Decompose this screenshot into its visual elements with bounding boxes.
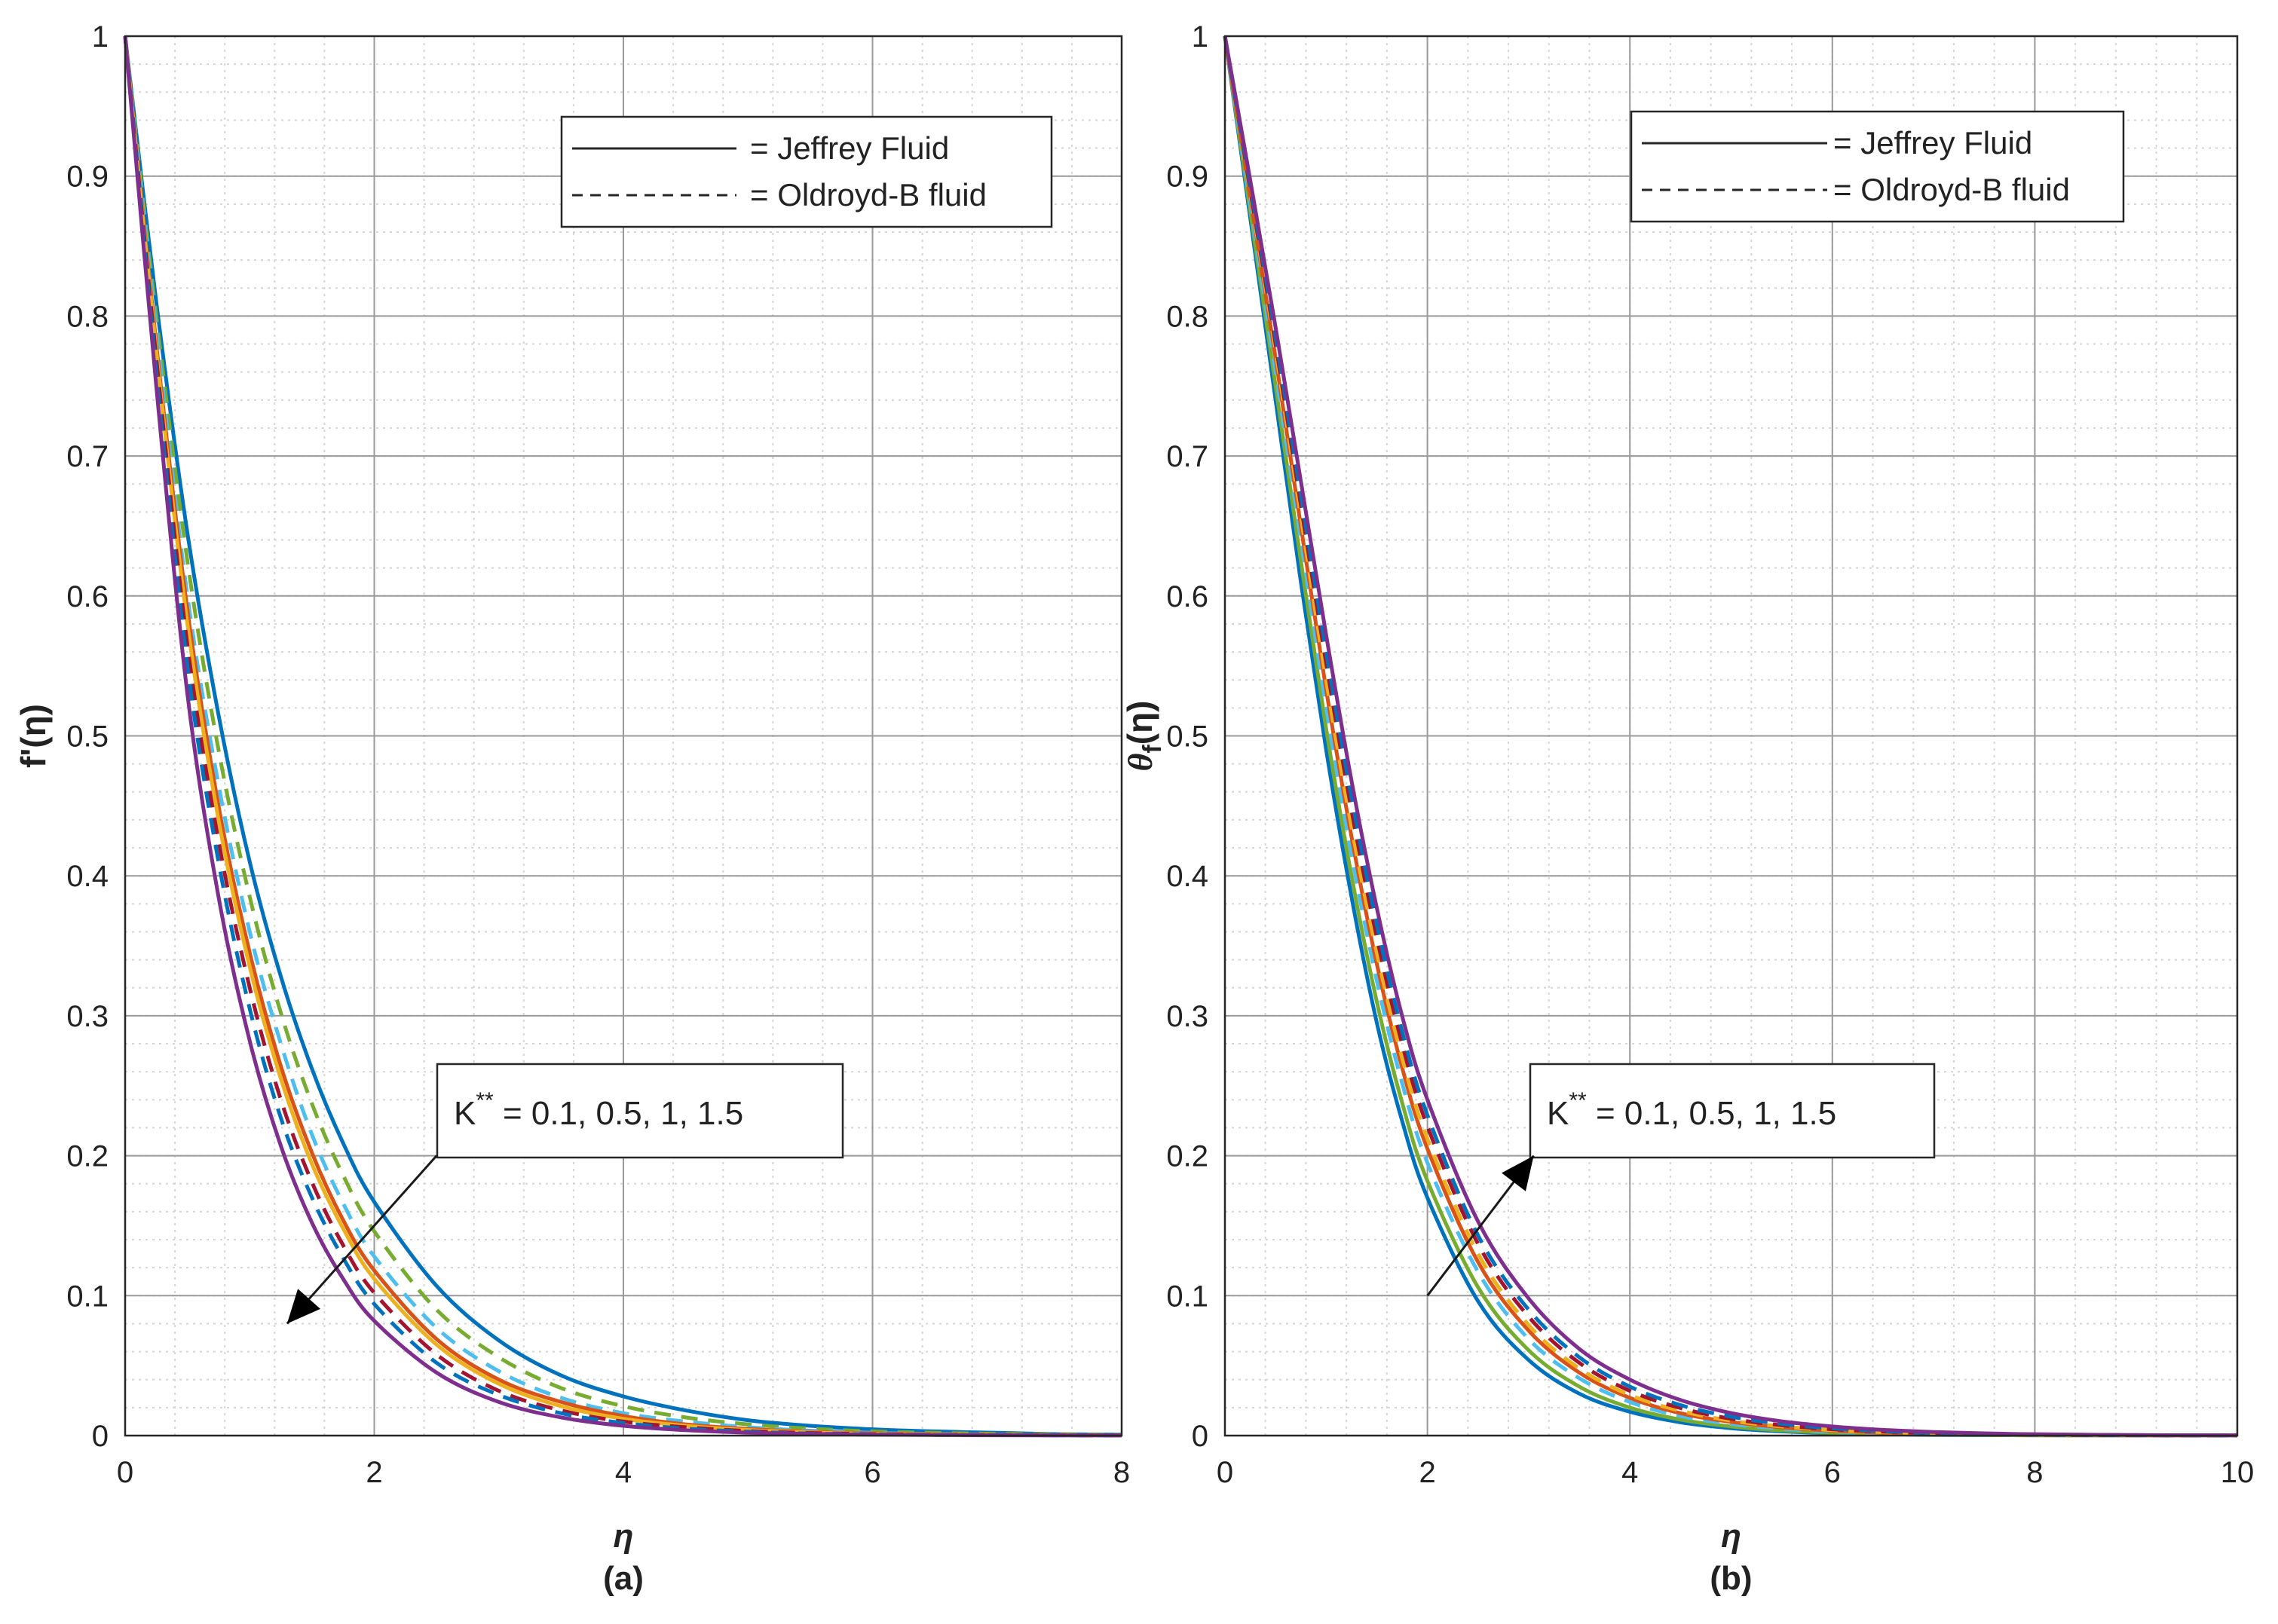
series-line-7 xyxy=(123,35,1122,1438)
panel-label: (b) xyxy=(1710,1560,1752,1597)
y-tick-label: 0.5 xyxy=(66,720,109,754)
annotation-rest: = 0.1, 0.5, 1, 1.5 xyxy=(494,1095,743,1132)
legend-box xyxy=(560,115,1053,228)
annotation-box xyxy=(436,1063,844,1159)
annotation-rest: = 0.1, 0.5, 1, 1.5 xyxy=(1587,1095,1836,1132)
annotation-base: K xyxy=(454,1095,476,1132)
y-tick-label: 0.1 xyxy=(66,1280,109,1313)
x-tick-label: 6 xyxy=(1824,1456,1841,1489)
x-tick-label: 0 xyxy=(1217,1456,1233,1489)
y-tick-label: 0.4 xyxy=(66,860,109,893)
y-tick-label: 0.9 xyxy=(66,161,109,194)
y-axis-label: f'(η) xyxy=(14,704,53,768)
series-line-8 xyxy=(123,35,1122,1438)
y-tick-label: 0.7 xyxy=(66,440,109,473)
y-label-arg: (η) xyxy=(1120,701,1159,745)
axes-box xyxy=(124,35,1123,1437)
y-tick-label: 0.3 xyxy=(66,1000,109,1033)
annotation-arrowhead xyxy=(286,1289,321,1324)
x-tick-label: 4 xyxy=(1621,1456,1638,1489)
x-tick-label: 2 xyxy=(1419,1456,1435,1489)
x-axis-label: η xyxy=(614,1518,634,1555)
annotation-arrowhead xyxy=(1502,1155,1534,1191)
axes-box xyxy=(1223,35,2239,1437)
series-line-2 xyxy=(123,35,1122,1437)
y-label-subscript: f xyxy=(1138,745,1167,754)
legend-label: = Jeffrey Fluid xyxy=(750,130,949,166)
series-group xyxy=(1223,35,2238,1438)
annotation-box xyxy=(1529,1063,1936,1159)
series-line-7 xyxy=(1223,35,2238,1438)
legend: = Jeffrey Fluid = Oldroyd-B fluid xyxy=(560,115,1053,228)
annotation-text: K** = 0.1, 0.5, 1, 1.5 xyxy=(454,1088,743,1132)
series-line-8 xyxy=(1223,35,2238,1438)
y-tick-label: 0.9 xyxy=(1166,161,1208,194)
y-tick-label: 1 xyxy=(1192,20,1208,54)
series-group xyxy=(123,35,1122,1438)
y-tick-label: 0.4 xyxy=(1166,860,1208,893)
x-axis-label: η xyxy=(1721,1518,1741,1555)
y-tick-label: 0.5 xyxy=(1166,720,1208,754)
y-tick-label: 0.6 xyxy=(66,580,109,613)
legend-label: = Oldroyd-B fluid xyxy=(750,177,987,213)
x-tick-label: 10 xyxy=(2221,1456,2255,1489)
y-tick-label: 1 xyxy=(92,20,109,54)
series-line-3 xyxy=(123,35,1122,1437)
annotation-arrow-line xyxy=(286,1155,438,1325)
panel-a: 0 2 4 6 8 0 0.1 0.2 0.3 0.4 0.5 0.6 0.7 0.8 0.9 1 η (a) f'… xyxy=(14,20,1130,1597)
legend-label: = Jeffrey Fluid xyxy=(1833,125,2032,161)
y-tick-label: 0.6 xyxy=(1166,580,1208,613)
y-tick-label: 0 xyxy=(1192,1420,1208,1453)
y-tick-label: 0.3 xyxy=(1166,1000,1208,1033)
annotation-sup: ** xyxy=(476,1088,494,1113)
x-tick-label: 6 xyxy=(864,1456,880,1489)
y-tick-label: 0.7 xyxy=(1166,440,1208,473)
x-tick-label: 0 xyxy=(117,1456,133,1489)
annotation-sup: ** xyxy=(1569,1088,1587,1113)
series-line-1 xyxy=(123,35,1122,1437)
panel-label: (a) xyxy=(603,1560,644,1597)
y-tick-label: 0.8 xyxy=(1166,300,1208,333)
y-tick-label: 0.1 xyxy=(1166,1280,1208,1313)
legend-box xyxy=(1630,110,2125,223)
x-tick-label: 2 xyxy=(366,1456,382,1489)
y-axis-label: θf(η) xyxy=(1120,701,1167,772)
x-tick-label: 4 xyxy=(615,1456,632,1489)
panel-b: 0 2 4 6 8 10 0 0.1 0.2 0.3 0.4 0.5 0.6 0.7 0.8 0.9 1 η (b)… xyxy=(1120,20,2254,1597)
y-label-theta: θ xyxy=(1121,753,1159,771)
x-tick-label: 8 xyxy=(2026,1456,2043,1489)
y-tick-label: 0.8 xyxy=(66,300,109,333)
annotation: K** = 0.1, 0.5, 1, 1.5 xyxy=(286,1063,844,1325)
x-tick-label: 8 xyxy=(1113,1456,1130,1489)
legend-label: = Oldroyd-B fluid xyxy=(1833,172,2070,207)
y-tick-label: 0 xyxy=(92,1420,109,1453)
y-tick-label: 0.2 xyxy=(66,1140,109,1173)
annotation-text: K** = 0.1, 0.5, 1, 1.5 xyxy=(1547,1088,1836,1132)
series-line-6 xyxy=(123,35,1122,1438)
annotation-base: K xyxy=(1547,1095,1569,1132)
y-tick-label: 0.2 xyxy=(1166,1140,1208,1173)
legend: = Jeffrey Fluid = Oldroyd-B fluid xyxy=(1630,110,2125,223)
annotation: K** = 0.1, 0.5, 1, 1.5 xyxy=(1426,1063,1936,1297)
